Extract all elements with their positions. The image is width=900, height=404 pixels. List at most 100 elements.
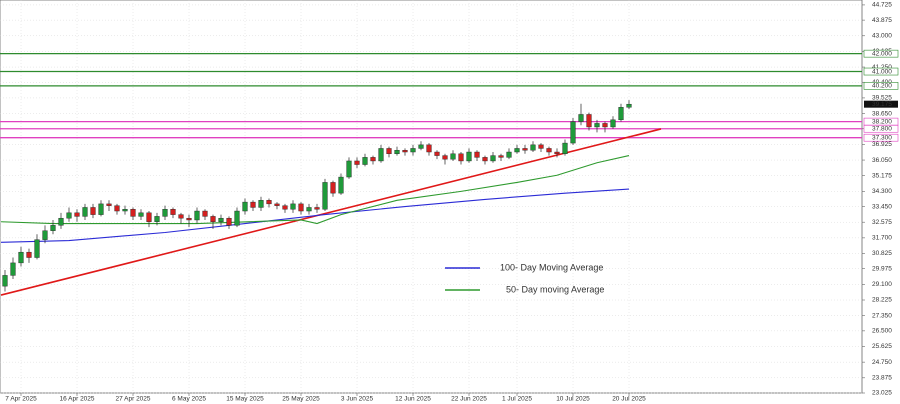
x-tick-label: 25 May 2025 (282, 396, 320, 403)
candle-body (554, 151, 560, 155)
candle-body (306, 207, 312, 212)
candle-body (426, 144, 432, 153)
x-tick-label: 3 Jun 2025 (341, 396, 374, 403)
candle-body (250, 201, 256, 208)
candle-body (298, 203, 304, 212)
candle-body (10, 262, 16, 276)
candle-body (242, 201, 248, 212)
x-tick-label: 10 Jul 2025 (556, 396, 590, 403)
candle-body (82, 207, 88, 217)
legend-label: 50- Day moving Average (506, 284, 604, 294)
y-tick-label: 29.100 (872, 281, 892, 288)
candle-body (2, 275, 8, 287)
y-tick-label: 38.650 (872, 110, 892, 117)
level-tag (863, 133, 899, 142)
x-tick-label: 6 May 2025 (172, 396, 206, 403)
candle-body (274, 203, 280, 206)
candle-body (570, 121, 576, 144)
candle-body (258, 200, 264, 208)
moving-average (0, 188, 630, 243)
candle-body (546, 148, 552, 153)
y-tick-label: 28.225 (872, 297, 892, 304)
y-tick-label: 25.625 (872, 343, 892, 350)
level-label: 37.300 (872, 134, 892, 141)
y-tick-label: 43.000 (872, 32, 892, 39)
candle-body (26, 251, 32, 258)
candle-body (338, 176, 344, 194)
level-label: 42.000 (872, 50, 892, 57)
trendline (0, 128, 662, 296)
candle-body (130, 209, 136, 217)
y-tick-label: 29.975 (872, 265, 892, 272)
x-tick-label: 20 Jul 2025 (612, 396, 646, 403)
candle-body (442, 155, 448, 160)
x-tick-label: 15 May 2025 (226, 396, 264, 403)
candle-body (226, 217, 232, 226)
candle-body (210, 216, 216, 222)
candle-body (514, 148, 520, 153)
candle-body (74, 212, 80, 217)
y-tick-label: 34.300 (872, 188, 892, 195)
candle-body (586, 114, 592, 128)
candle-body (98, 203, 104, 215)
candle-body (162, 209, 168, 217)
level-tag (863, 82, 899, 90)
level-label: 38.200 (872, 118, 892, 125)
y-tick-label: 24.750 (872, 359, 892, 366)
candle-body (66, 212, 72, 219)
level-label: 37.800 (872, 125, 892, 132)
y-tick-label: 43.875 (872, 17, 892, 24)
y-tick-label: 26.500 (872, 328, 892, 335)
candle-body (218, 217, 224, 222)
candle-body (354, 160, 360, 165)
candle-body (458, 153, 464, 162)
candle-body (290, 203, 296, 210)
candle-body (202, 210, 208, 217)
candle-body (122, 209, 128, 212)
y-tick-label: 36.050 (872, 157, 892, 164)
y-tick-label: 36.925 (872, 141, 892, 148)
x-tick-label: 16 Apr 2025 (59, 396, 94, 403)
candle-body (154, 216, 160, 222)
y-tick-label: 31.700 (872, 235, 892, 242)
candle-body (610, 119, 616, 128)
x-tick-label: 27 Apr 2025 (115, 396, 150, 403)
candle-body (186, 217, 192, 221)
level-tag (863, 67, 899, 76)
candle-body (562, 142, 568, 155)
y-tick-label: 44.725 (872, 2, 892, 9)
y-tick-label: 27.350 (872, 312, 892, 319)
candle-body (490, 155, 496, 162)
candle-body (18, 251, 24, 264)
x-tick-label: 1 Jul 2025 (502, 396, 532, 403)
y-tick-label: 30.825 (872, 250, 892, 257)
candle-body (42, 230, 48, 240)
level-label: 41.000 (872, 68, 892, 75)
candle-body (114, 205, 120, 212)
y-tick-label: 23.875 (872, 375, 892, 382)
candle-body (234, 210, 240, 226)
candle-body (506, 151, 512, 158)
x-tick-label: 22 Jun 2025 (451, 396, 487, 403)
level-label: 40.200 (872, 83, 892, 90)
candle-body (34, 239, 40, 258)
y-tick-label: 41.250 (872, 64, 892, 71)
y-tick-label: 23.025 (872, 390, 892, 397)
candle-body (402, 150, 408, 153)
last-price-label: 39.175 (872, 101, 892, 108)
plot-frame (0, 0, 863, 394)
candle-body (330, 182, 336, 194)
candle-body (50, 225, 56, 231)
candle-body (194, 210, 200, 221)
level-tag (863, 124, 899, 133)
candle-body (58, 217, 64, 226)
candle-body (618, 107, 624, 121)
x-tick-label: 7 Apr 2025 (5, 396, 37, 403)
candle-body (466, 151, 472, 162)
candle-body (370, 157, 376, 162)
candle-body (170, 209, 176, 215)
candle-body (146, 212, 152, 222)
candle-body (282, 205, 288, 210)
